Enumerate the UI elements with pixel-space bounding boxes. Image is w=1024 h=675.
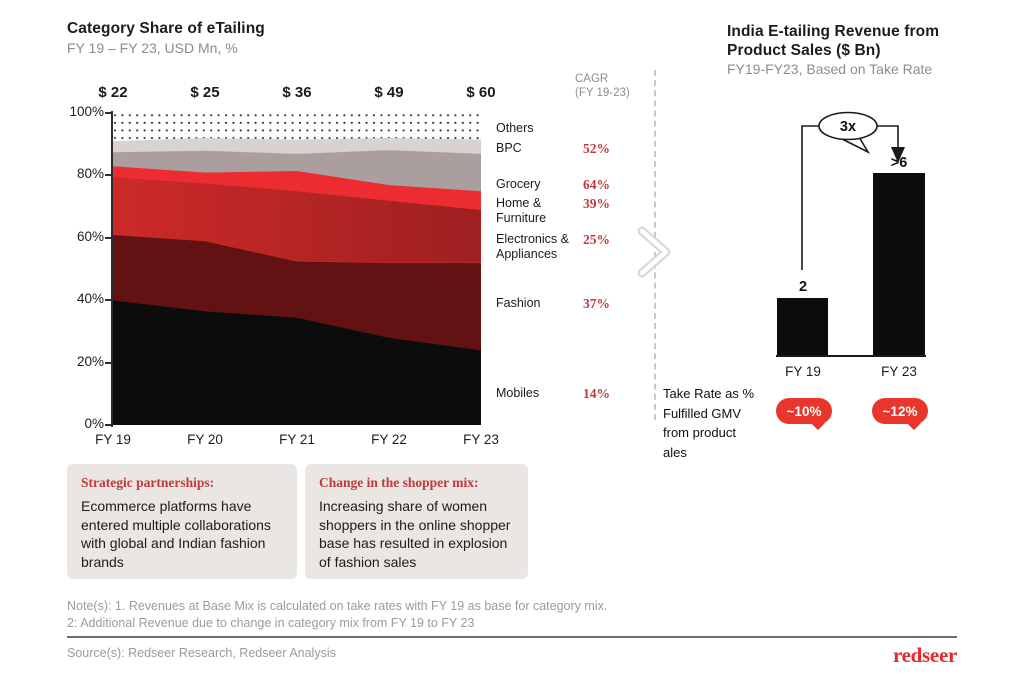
callout-shopper-mix: Change in the shopper mix: Increasing sh…: [305, 464, 528, 579]
area-band-bpc: [113, 137, 481, 154]
y-axis-tick: [105, 112, 112, 114]
total-revenue-label: $ 25: [190, 84, 220, 101]
bar-value-fy19: 2: [798, 279, 808, 295]
left-chart-title: Category Share of eTailing: [67, 20, 265, 37]
bar-value-fy23: >6: [890, 155, 908, 171]
legend-label-home-furniture: Home & Furniture: [496, 196, 547, 225]
footer-divider: [67, 636, 957, 638]
y-axis-tick: [105, 174, 112, 177]
total-revenue-label: $ 36: [282, 84, 312, 101]
bar-chart-baseline: [776, 355, 926, 357]
take-rate-badge-fy19: ~10%: [776, 398, 832, 424]
take-rate-badge-fy23: ~12%: [872, 398, 928, 424]
y-axis-line: [111, 111, 113, 427]
legend-label-grocery: Grocery: [496, 177, 541, 191]
bar-category-fy19: FY 19: [785, 364, 821, 379]
take-rate-note: Take Rate as % Fulfilled GMV from produc…: [663, 386, 755, 460]
x-axis-label: FY 20: [187, 432, 223, 447]
y-axis-tick: [105, 236, 112, 239]
callout-heading: Change in the shopper mix:: [319, 475, 479, 490]
cagr-value-mobiles: 14%: [583, 386, 610, 401]
bar-fy19: [777, 298, 828, 356]
cagr-value-bpc: 52%: [583, 141, 610, 156]
total-revenue-label: $ 49: [374, 84, 404, 101]
bar-fy23: [873, 173, 925, 356]
cagr-value-electronics: 25%: [583, 232, 610, 247]
y-axis-label: 0%: [84, 416, 104, 431]
bar-chart: [770, 160, 940, 356]
chevron-right-icon: [637, 226, 671, 278]
right-chart-subtitle: FY19-FY23, Based on Take Rate: [727, 61, 933, 77]
x-axis-label: FY 22: [371, 432, 407, 447]
legend-label-electronics: Electronics & Appliances: [496, 232, 569, 261]
y-axis-label: 20%: [76, 353, 104, 369]
growth-multiplier-label: 3x: [840, 119, 856, 135]
callout-heading: Strategic partnerships:: [81, 475, 215, 490]
y-axis-tick: [105, 299, 112, 302]
y-axis-label: 100%: [69, 104, 104, 119]
y-axis-tick: [105, 361, 112, 364]
take-rate-value-fy19: ~10%: [786, 403, 822, 419]
cagr-column-header: CAGR (FY 19-23): [575, 73, 630, 99]
arrow-down-icon: [891, 147, 905, 163]
stacked-area-chart: $ 22 FY 19 $ 25 FY 20 $ 36 FY 21 $ 49 FY 22 $ 60…: [0, 0, 700, 460]
callout-body: Increasing share of women shoppers in th…: [319, 498, 511, 570]
take-rate-value-fy23: ~12%: [882, 403, 918, 419]
footnotes: Note(s): 1. Revenues at Base Mix is calc…: [67, 599, 608, 630]
left-chart-subtitle: FY 19 – FY 23, USD Mn, %: [67, 40, 238, 56]
stacked-area-plot: [113, 113, 481, 425]
x-axis-label: FY 23: [463, 432, 499, 447]
cagr-value-grocery: 64%: [583, 177, 610, 192]
total-revenue-label: $ 60: [466, 84, 496, 101]
total-revenue-label: $ 22: [98, 84, 128, 101]
y-axis-tick: [105, 424, 112, 426]
x-axis-label: FY 19: [95, 432, 131, 447]
legend-label-fashion: Fashion: [496, 296, 541, 310]
source-attribution: Source(s): Redseer Research, Redseer Ana…: [67, 646, 336, 660]
callout-body: Ecommerce platforms have entered multipl…: [81, 498, 271, 570]
x-axis-label: FY 21: [279, 432, 315, 447]
bar-category-fy23: FY 23: [881, 364, 917, 379]
right-chart-title: India E-tailing Revenue from Product Sal…: [727, 23, 940, 59]
area-band-others: [113, 113, 481, 142]
legend-label-bpc: BPC: [496, 141, 522, 155]
y-axis-label: 80%: [76, 166, 104, 182]
legend-label-mobiles: Mobiles: [496, 386, 540, 400]
cagr-value-fashion: 37%: [583, 296, 610, 311]
cagr-value-home-furniture: 39%: [583, 196, 610, 211]
growth-bracket: 3x: [801, 111, 905, 270]
callout-strategic-partnerships: Strategic partnerships: Ecommerce platfo…: [67, 464, 297, 579]
y-axis-label: 40%: [76, 291, 104, 307]
y-axis-label: 60%: [76, 228, 104, 244]
legend-label-others: Others: [496, 121, 534, 135]
speech-bubble: [818, 111, 878, 141]
redseer-logo: redseer: [893, 643, 957, 667]
